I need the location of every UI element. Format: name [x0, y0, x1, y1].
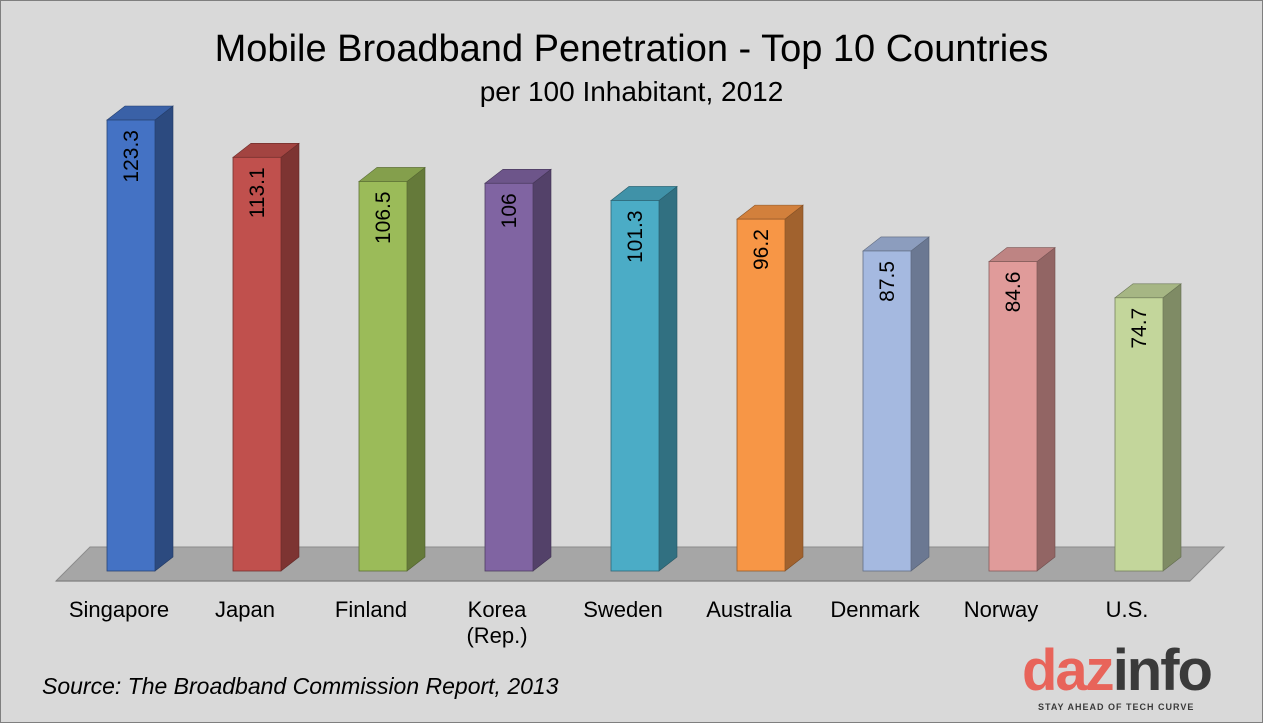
bar-side	[658, 185, 678, 572]
data-label: 74.7	[1128, 308, 1151, 349]
data-label: 96.2	[750, 229, 773, 270]
logo-part2: info	[1112, 638, 1213, 703]
data-label: 84.6	[1002, 272, 1025, 313]
bar-front	[1114, 297, 1164, 572]
bars-group: 123.3 113.1 106.5 106 101.3 96.2 87.5 84.6 74.7	[106, 105, 1182, 572]
bar-8: 84.6	[988, 246, 1056, 572]
bar-front	[736, 218, 786, 572]
category-label: Australia	[706, 597, 792, 622]
bar-7: 87.5	[862, 236, 930, 572]
category-labels-group: Singapore Japan Finland Korea (Rep.) Sweden Au…	[69, 597, 1149, 648]
category-label: Japan	[215, 597, 275, 622]
bar-side	[154, 105, 174, 572]
bar-side	[784, 204, 804, 572]
bar-side	[910, 236, 930, 572]
bar-side	[280, 142, 300, 572]
category-label: Singapore	[69, 597, 169, 622]
data-label: 123.3	[120, 130, 143, 183]
bar-front	[988, 261, 1038, 572]
category-label: Finland	[335, 597, 407, 622]
data-label: 113.1	[246, 167, 269, 218]
bar-6: 96.2	[736, 204, 804, 572]
bar-front	[232, 156, 282, 572]
category-label: Norway	[964, 597, 1039, 622]
bar-4: 106	[484, 168, 552, 572]
bar-side	[532, 168, 552, 572]
bar-3: 106.5	[358, 166, 426, 572]
bar-side	[1162, 283, 1182, 572]
data-label: 106.5	[372, 191, 395, 244]
bar-front	[862, 250, 912, 572]
bar-side	[406, 166, 426, 572]
chart-subtitle: per 100 Inhabitant, 2012	[479, 76, 784, 107]
source-note: Source: The Broadband Commission Report,…	[42, 673, 559, 699]
bar-9: 74.7	[1114, 283, 1182, 572]
dazeinfo-logo: dazinfo STAY AHEAD OF TECH CURVE	[1022, 638, 1232, 718]
bar-2: 113.1	[232, 142, 300, 572]
logo-part1: daz	[1022, 638, 1115, 703]
category-label: U.S.	[1106, 597, 1149, 622]
bar-5: 101.3	[610, 185, 678, 572]
category-label: Korea (Rep.)	[466, 597, 527, 648]
category-label: Sweden	[583, 597, 663, 622]
bar-side	[1036, 246, 1056, 572]
data-label: 87.5	[876, 261, 899, 302]
bar-1: 123.3	[106, 105, 174, 572]
bar-front	[484, 182, 534, 572]
data-label: 106	[498, 193, 521, 228]
data-label: 101.3	[624, 210, 647, 263]
bar-front	[610, 200, 660, 572]
chart-title: Mobile Broadband Penetration - Top 10 Co…	[214, 28, 1049, 70]
category-label: Denmark	[830, 597, 920, 622]
logo-wordmark: dazinfo	[1022, 638, 1213, 704]
logo-tagline: STAY AHEAD OF TECH CURVE	[1038, 702, 1195, 712]
bar-front	[106, 119, 156, 572]
bar-front	[358, 181, 408, 572]
